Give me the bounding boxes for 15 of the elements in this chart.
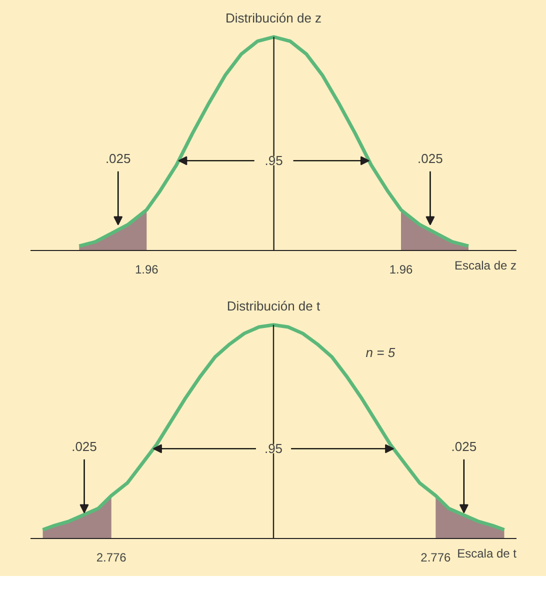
x-axis-title: Escala de t xyxy=(457,546,518,560)
x-tick-label: 1.96 xyxy=(389,262,414,276)
annotation: .025 xyxy=(451,438,477,454)
annotation: .95 xyxy=(264,441,283,456)
annotation: n = 5 xyxy=(366,345,396,360)
x-axis-title: Escala de z xyxy=(454,258,517,272)
annotation: .025 xyxy=(105,150,131,166)
x-tick-label: 2.776 xyxy=(96,550,127,564)
x-tick-label: 2.776 xyxy=(420,550,451,564)
annotation: .95 xyxy=(264,153,283,168)
chart-title: Distribución de z xyxy=(225,10,322,26)
x-tick-label: 1.96 xyxy=(134,262,159,276)
annotation: .025 xyxy=(72,438,97,454)
chart-title: Distribución de t xyxy=(226,298,320,314)
annotation: .025 xyxy=(418,150,443,166)
